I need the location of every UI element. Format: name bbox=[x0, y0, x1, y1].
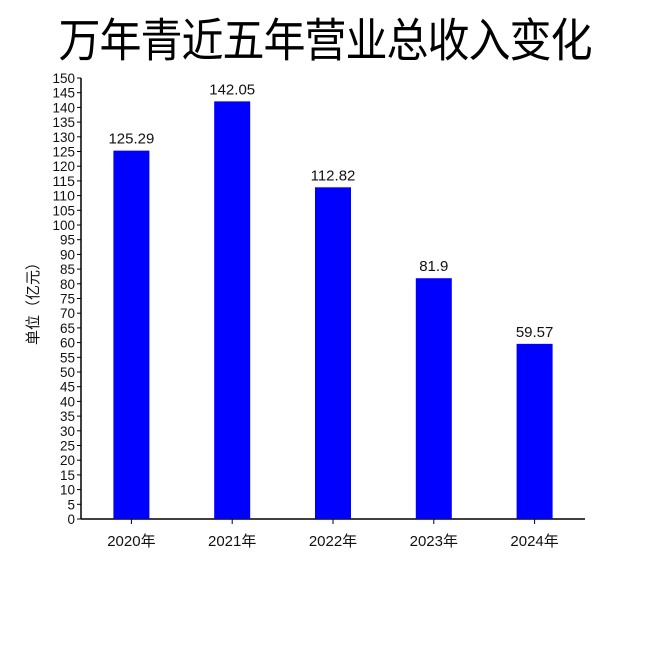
y-tick-label: 100 bbox=[53, 217, 76, 233]
y-tick-label: 105 bbox=[53, 202, 76, 218]
y-tick-label: 55 bbox=[60, 349, 75, 365]
chart-title-container: 万年青近五年营业总收入变化 bbox=[0, 13, 650, 68]
y-tick-label: 70 bbox=[60, 305, 75, 321]
data-label: 81.9 bbox=[419, 258, 448, 275]
y-tick-label: 90 bbox=[60, 246, 75, 262]
bar bbox=[516, 343, 553, 519]
y-tick-label: 15 bbox=[60, 467, 75, 483]
y-tick-label: 130 bbox=[53, 129, 76, 145]
chart-title: 万年青近五年营业总收入变化 bbox=[58, 13, 592, 68]
y-tick-label: 150 bbox=[53, 70, 76, 86]
y-tick-label: 45 bbox=[60, 379, 75, 395]
y-tick-label: 75 bbox=[60, 291, 75, 307]
y-tick-label: 40 bbox=[60, 393, 75, 409]
y-tick-label: 65 bbox=[60, 320, 75, 336]
bar bbox=[214, 101, 251, 520]
data-label: 112.82 bbox=[311, 167, 356, 184]
y-tick-label: 145 bbox=[53, 85, 76, 101]
data-label: 125.29 bbox=[108, 131, 154, 148]
y-tick-label: 115 bbox=[53, 173, 76, 189]
y-tick-label: 0 bbox=[68, 511, 76, 527]
y-tick-label: 140 bbox=[53, 99, 76, 115]
y-tick-label: 50 bbox=[60, 364, 75, 380]
x-tick-label: 2023年 bbox=[410, 533, 458, 550]
y-tick-label: 110 bbox=[53, 188, 76, 204]
x-tick-label: 2021年 bbox=[208, 533, 256, 550]
y-tick-label: 10 bbox=[60, 482, 75, 498]
y-tick-label: 85 bbox=[60, 261, 75, 277]
y-tick-label: 95 bbox=[60, 232, 75, 248]
y-tick-label: 80 bbox=[60, 276, 75, 292]
bar bbox=[315, 187, 351, 519]
y-tick-label: 125 bbox=[53, 144, 76, 160]
y-tick-label: 20 bbox=[60, 452, 75, 468]
y-tick-label: 25 bbox=[60, 438, 75, 454]
y-axis-label: 单位（亿元） bbox=[25, 255, 42, 345]
data-label: 142.05 bbox=[209, 81, 255, 98]
x-tick-label: 2022年 bbox=[309, 533, 357, 550]
y-tick-label: 5 bbox=[68, 496, 76, 512]
x-tick-label: 2020年 bbox=[107, 533, 155, 550]
x-tick-label: 2024年 bbox=[510, 533, 558, 550]
y-tick-label: 120 bbox=[53, 158, 76, 174]
y-tick-label: 30 bbox=[60, 423, 75, 439]
y-tick-label: 60 bbox=[60, 335, 75, 351]
data-label: 59.57 bbox=[516, 324, 554, 341]
bar bbox=[113, 150, 150, 519]
y-tick-label: 35 bbox=[60, 408, 75, 424]
y-tick-label: 135 bbox=[53, 114, 76, 130]
bar bbox=[415, 278, 452, 519]
